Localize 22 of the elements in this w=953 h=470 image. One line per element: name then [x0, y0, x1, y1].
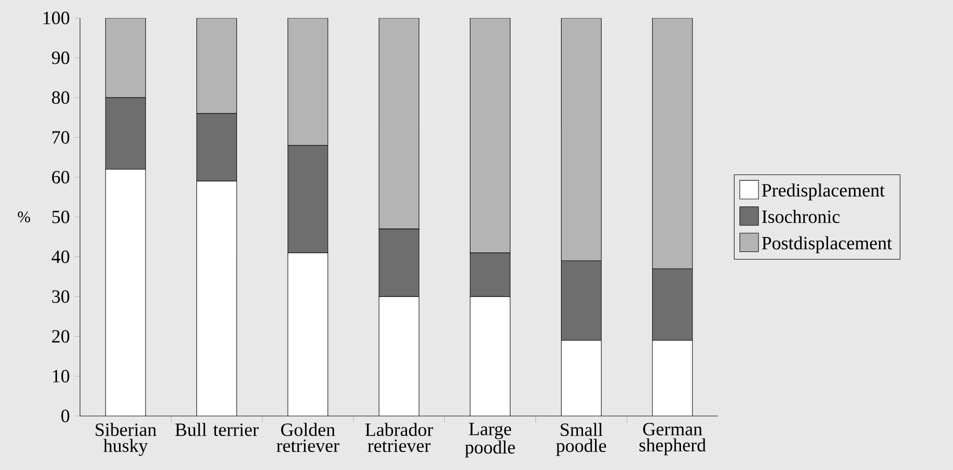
x-tick-label: German shepherd	[640, 422, 706, 456]
y-tick-label: 20	[52, 330, 70, 343]
x-tick-label: Siberian husky	[96, 422, 156, 456]
y-axis-title: %	[18, 212, 30, 222]
y-tick-label: 30	[52, 290, 70, 303]
x-tick-label: Small poodle	[556, 422, 606, 456]
x-tick-label: Golden retriever	[276, 422, 340, 452]
y-tick-label: 100	[44, 12, 70, 24]
x-tick-label: Bull terrier	[175, 422, 259, 436]
y-tick-label: 0	[61, 410, 70, 422]
legend-label: Postdisplacement	[762, 236, 892, 254]
y-tick-label: 50	[52, 210, 70, 224]
y-tick-label: 70	[52, 131, 70, 144]
legend-label: Predisplacement	[762, 183, 885, 200]
legend-label: Isochronic	[762, 210, 840, 224]
y-tick-label: 60	[52, 170, 70, 184]
y-tick-label: 40	[52, 250, 70, 264]
y-tick-label: 80	[52, 91, 70, 104]
y-tick-label: 90	[52, 51, 70, 64]
y-tick-label: 10	[52, 370, 70, 382]
x-tick-label: Large poodle	[465, 422, 515, 458]
x-tick-label: Labrador retriever	[365, 422, 434, 452]
